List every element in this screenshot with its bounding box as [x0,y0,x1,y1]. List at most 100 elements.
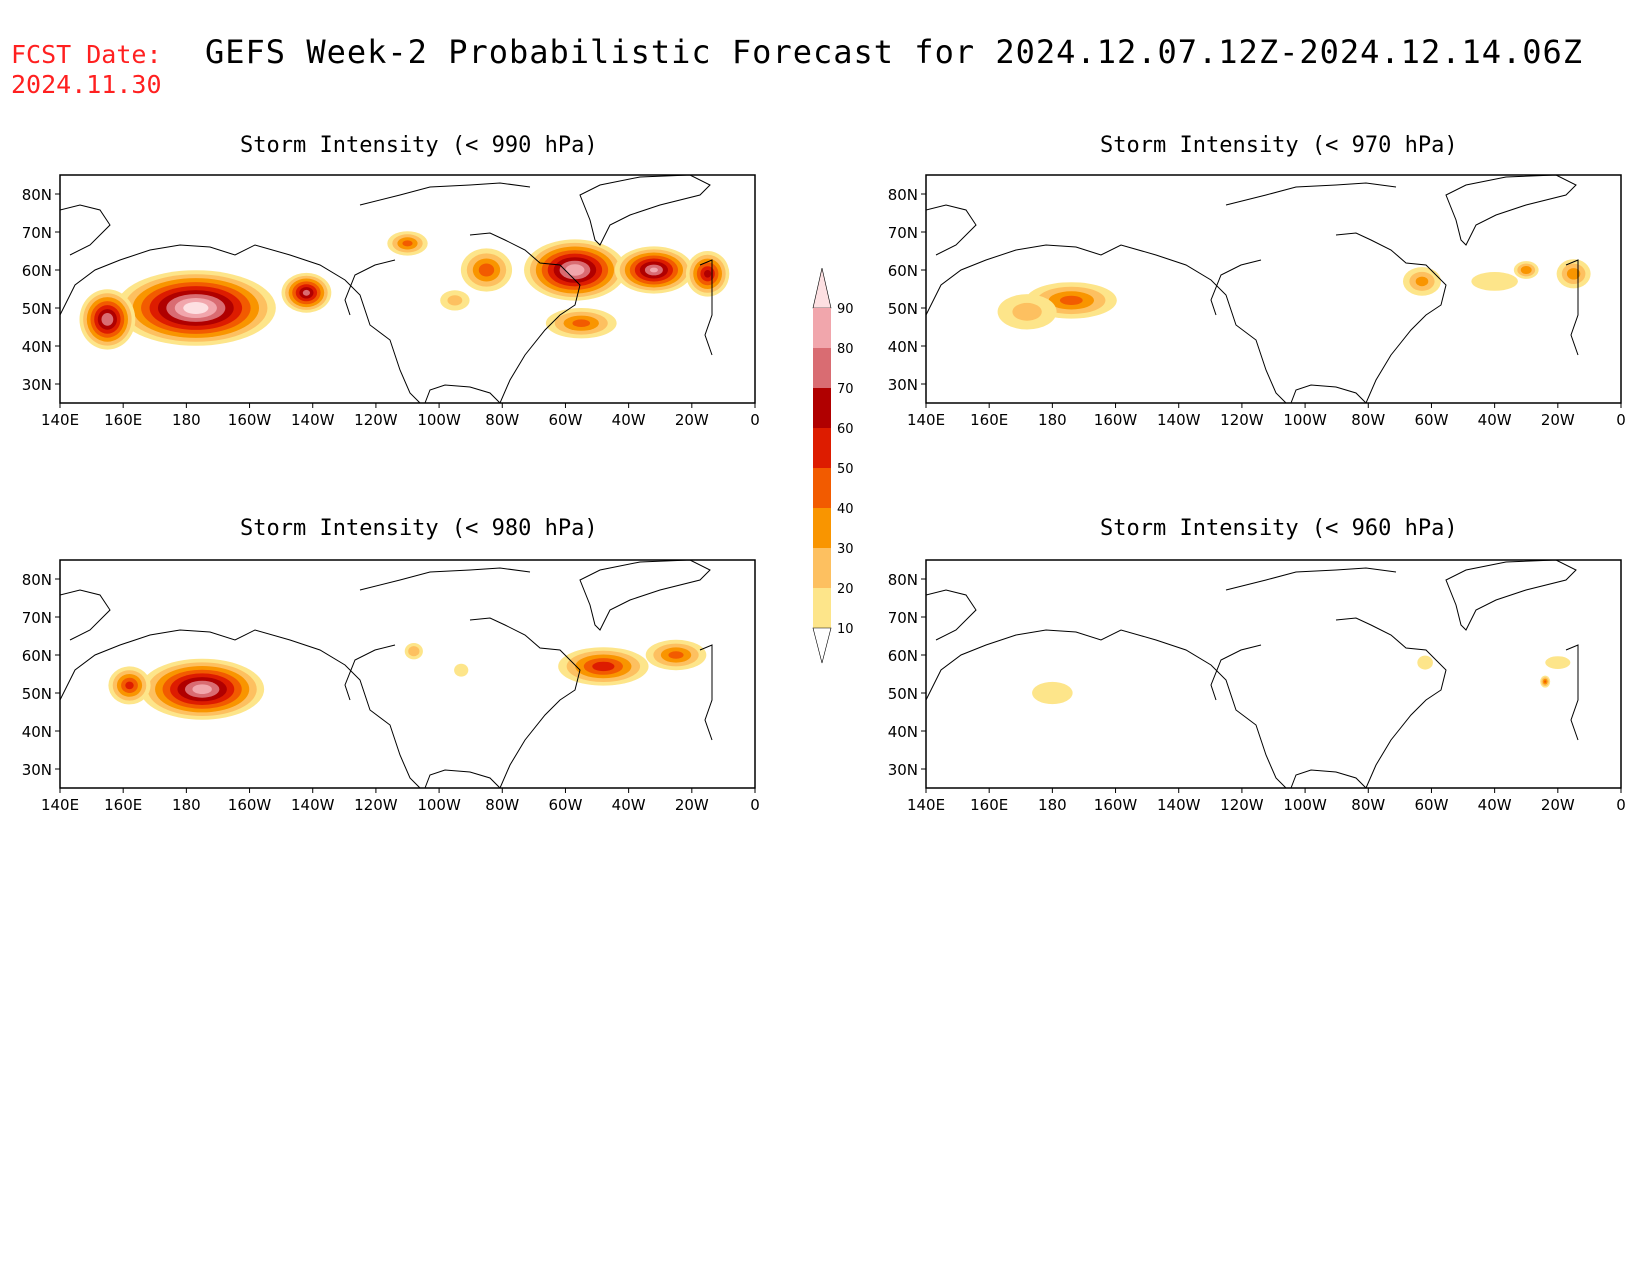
lat-tick-label: 80N [888,571,918,589]
page-title: GEFS Week-2 Probabilistic Forecast for 2… [205,33,1584,71]
coastline-group [926,175,1579,403]
lon-tick-label: 140E [41,411,79,429]
coastline [359,182,531,206]
lon-tick-label: 180 [1038,411,1067,429]
lon-tick-label: 140E [41,796,79,814]
plot-frame [925,174,1622,404]
lon-tick-label: 20W [1541,411,1575,429]
lon-tick-label: 20W [1541,796,1575,814]
colorbar-label: 20 [837,582,854,597]
coastline [926,629,1287,788]
panel-title-970: Storm Intensity (< 970 hPa) [1100,133,1458,158]
lon-tick-label: 60W [548,411,582,429]
probability-cell [1520,266,1532,274]
lat-tick-label: 30N [888,761,918,779]
lat-tick-label: 50N [22,685,52,703]
probability-cell [572,319,591,327]
lon-tick-label: 140W [1157,796,1201,814]
coastline [1565,259,1579,356]
lon-tick-label: 180 [172,796,201,814]
colorbar-label: 40 [837,502,854,517]
lat-tick-label: 80N [22,186,52,204]
coastline [1225,182,1397,206]
coastline [579,175,711,246]
probability-cell [1545,656,1571,669]
coastline [60,244,421,403]
coastline [1290,384,1367,403]
colorbar-segment [813,508,831,548]
lon-tick-label: 120W [1220,411,1264,429]
lat-tick-label: 30N [22,376,52,394]
probability-field [108,639,707,720]
lat-tick-label: 60N [22,262,52,280]
colorbar-label: 50 [837,462,854,477]
probability-field [997,259,1591,330]
coastline [1210,259,1262,316]
forecast-date-label: FCST Date: 2024.11.30 [11,40,162,100]
lat-tick-label: 40N [888,338,918,356]
lon-tick-label: 100W [1283,411,1327,429]
lon-tick-label: 40W [612,796,646,814]
probability-cell [704,270,712,278]
lon-tick-label: 140E [907,796,945,814]
probability-cell [478,263,495,277]
probability-field [79,231,730,350]
colorbar-legend: 90 80 70 60 50 40 30 20 10 [812,268,854,664]
probability-cell [1544,680,1547,683]
plot-frame [59,559,756,789]
probability-cell [454,663,469,677]
lon-tick-label: 140W [291,411,335,429]
probability-cell [592,661,615,672]
lon-tick-label: 60W [548,796,582,814]
colorbar-label: 30 [837,542,854,557]
fcst-date: 2024.11.30 [11,70,162,99]
lon-tick-label: 80W [485,411,519,429]
lon-tick-label: 160E [104,796,142,814]
coastline [1335,232,1447,403]
lon-tick-label: 160W [1094,796,1138,814]
lat-tick-label: 40N [22,723,52,741]
probability-cell [1471,272,1518,291]
probability-cell [1032,681,1073,705]
coastline [1565,644,1579,741]
lon-tick-label: 180 [172,411,201,429]
probability-cell [1417,655,1433,670]
probability-cell [1012,302,1042,321]
lat-tick-label: 60N [888,262,918,280]
lon-tick-label: 20W [675,411,709,429]
lat-tick-label: 80N [888,186,918,204]
coastline [469,617,581,788]
coastline [699,259,713,356]
lon-tick-label: 0 [1616,796,1626,814]
lat-tick-label: 70N [22,609,52,627]
lon-tick-label: 160W [228,796,272,814]
probability-cell [302,289,311,296]
coastline [699,644,713,741]
lon-tick-label: 160E [104,411,142,429]
coastline [1225,567,1397,591]
lon-tick-label: 40W [1478,411,1512,429]
panel-title-960: Storm Intensity (< 960 hPa) [1100,516,1458,541]
map-panel-960: 30N 40N 50N 60N 70N 80N 140E 160E 180 160W 140W 120… [888,559,1626,814]
probability-cell [408,646,420,657]
probability-cell [649,267,658,273]
panel-title-980: Storm Intensity (< 980 hPa) [240,516,598,541]
map-panel-980: 30N 40N 50N 60N 70N 80N 140E 160E 180 160W 140W 120… [22,559,760,814]
probability-cell [565,264,585,276]
lat-tick-label: 70N [22,224,52,242]
probability-cell [1415,276,1429,287]
colorbar-label: 70 [837,382,854,397]
lon-tick-label: 140E [907,411,945,429]
colorbar-label: 90 [837,302,854,317]
lat-tick-label: 60N [888,647,918,665]
coastline [60,204,111,256]
probability-field [1032,655,1571,705]
map-panel-990: 30N 40N 50N 60N 70N 80N 140E 160E 180 160W 140W 120… [22,174,760,429]
coastline [926,589,977,641]
coastline [579,560,711,631]
lat-tick-label: 30N [22,761,52,779]
coastline [60,589,111,641]
lon-tick-label: 100W [1283,796,1327,814]
lon-tick-label: 100W [417,796,461,814]
coastline [1290,769,1367,788]
